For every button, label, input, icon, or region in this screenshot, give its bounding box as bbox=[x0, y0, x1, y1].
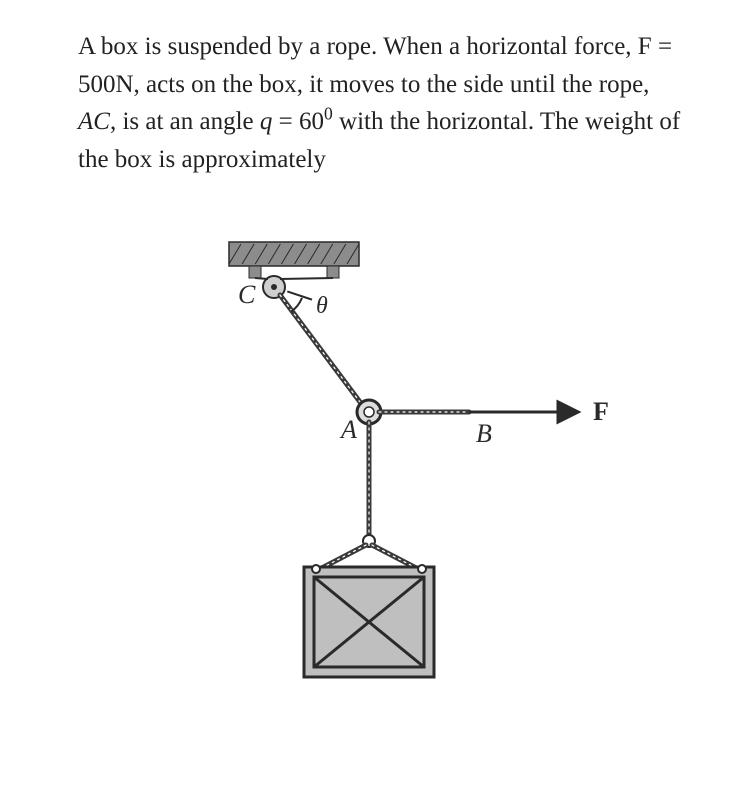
angle-symbol: q bbox=[260, 108, 273, 135]
rope-name: AC bbox=[78, 108, 110, 135]
problem-statement: A box is suspended by a rope. When a hor… bbox=[78, 28, 690, 178]
svg-text:B: B bbox=[476, 419, 492, 448]
page: A box is suspended by a rope. When a hor… bbox=[0, 0, 750, 788]
text-part-2: , is at an angle bbox=[110, 108, 260, 135]
angle-equals: = 60 bbox=[272, 108, 324, 135]
svg-text:A: A bbox=[339, 415, 357, 444]
svg-text:θ: θ bbox=[316, 293, 328, 319]
physics-diagram: Cθ A B F bbox=[149, 222, 619, 722]
angle-degree-sup: 0 bbox=[324, 104, 333, 124]
text-part-1: A box is suspended by a rope. When a hor… bbox=[78, 33, 672, 98]
svg-text:C: C bbox=[238, 280, 256, 309]
svg-text:F: F bbox=[593, 397, 609, 426]
figure-container: Cθ A B F bbox=[78, 222, 690, 722]
